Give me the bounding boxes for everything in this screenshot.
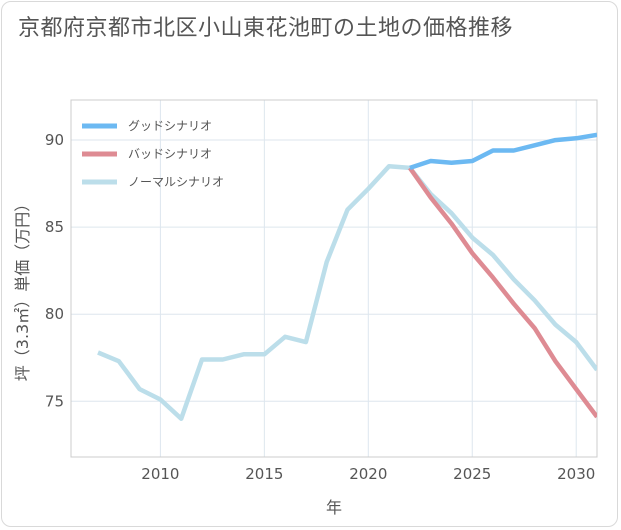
chart-title: 京都府京都市北区小山東花池町の土地の価格推移 bbox=[18, 16, 514, 41]
y-tick-label: 80 bbox=[45, 305, 64, 323]
x-tick-label: 2020 bbox=[349, 465, 387, 483]
y-tick-label: 75 bbox=[45, 392, 64, 410]
x-tick-label: 2010 bbox=[141, 465, 179, 483]
ticks: 2010 2015 2020 2025 2030 75 80 85 90 bbox=[45, 131, 595, 483]
y-tick-label: 85 bbox=[45, 218, 64, 236]
x-axis-label: 年 bbox=[326, 498, 342, 517]
x-tick-label: 2030 bbox=[557, 465, 595, 483]
series-line-good bbox=[409, 132, 597, 171]
x-tick-label: 2025 bbox=[453, 465, 491, 483]
x-tick-label: 2015 bbox=[245, 465, 283, 483]
series-line-bad bbox=[408, 166, 597, 419]
plot-frame bbox=[70, 99, 598, 458]
y-axis-label: 坪（3.3㎡）単価（万円） bbox=[13, 196, 32, 381]
y-tick-label: 90 bbox=[45, 131, 64, 149]
legend-label: ノーマルシナリオ bbox=[128, 175, 224, 189]
series-layer bbox=[97, 132, 597, 421]
legend-label: バッドシナリオ bbox=[128, 147, 212, 161]
grid bbox=[71, 100, 597, 457]
legend-label: グッドシナリオ bbox=[128, 119, 212, 133]
series-line-normal bbox=[97, 163, 597, 421]
